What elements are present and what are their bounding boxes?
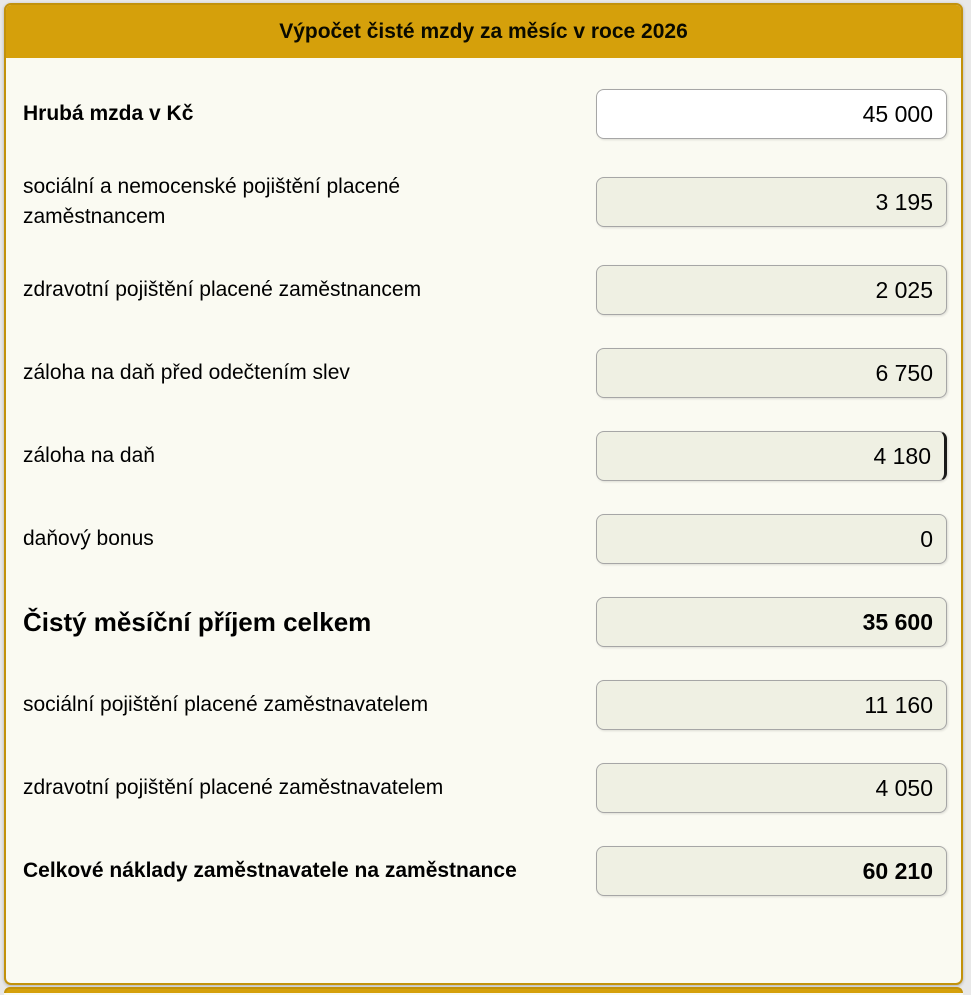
gross-salary-input[interactable] [596, 89, 947, 139]
tax-advance-before-credits-field[interactable] [596, 348, 947, 398]
employer-social-insurance-field[interactable] [596, 680, 947, 730]
calculator-title: Výpočet čisté mzdy za měsíc v roce 2026 [279, 19, 688, 43]
row-employee-health-insurance: zdravotní pojištění placené zaměstnancem [23, 265, 947, 315]
row-gross-salary: Hrubá mzda v Kč [23, 89, 947, 139]
tax-bonus-label: daňový bonus [23, 527, 154, 550]
calculator-rows: Hrubá mzda v Kč sociální a nemocenské po… [6, 58, 961, 896]
row-tax-advance-before-credits: záloha na daň před odečtením slev [23, 348, 947, 398]
net-monthly-income-label: Čistý měsíční příjem celkem [23, 607, 372, 637]
row-total-employer-costs: Celkové náklady zaměstnavatele na zaměst… [23, 846, 947, 896]
employee-social-insurance-label: sociální a nemocenské pojištění placené … [23, 175, 401, 228]
row-employee-social-insurance: sociální a nemocenské pojištění placené … [23, 172, 947, 232]
net-monthly-income-field[interactable] [596, 597, 947, 647]
employer-social-insurance-label: sociální pojištění placené zaměstnavatel… [23, 693, 429, 716]
row-net-monthly-income: Čistý měsíční příjem celkem [23, 597, 947, 647]
row-employer-health-insurance: zdravotní pojištění placené zaměstnavate… [23, 763, 947, 813]
calculator-header: Výpočet čisté mzdy za měsíc v roce 2026 [6, 5, 961, 58]
row-tax-advance: záloha na daň [23, 431, 947, 481]
tax-advance-before-credits-label: záloha na daň před odečtením slev [23, 361, 350, 384]
employer-health-insurance-label: zdravotní pojištění placené zaměstnavate… [23, 776, 444, 799]
row-employer-social-insurance: sociální pojištění placené zaměstnavatel… [23, 680, 947, 730]
net-salary-calculator-card: Výpočet čisté mzdy za měsíc v roce 2026 … [4, 3, 963, 985]
gross-salary-label: Hrubá mzda v Kč [23, 102, 194, 125]
employer-health-insurance-field[interactable] [596, 763, 947, 813]
tax-advance-field[interactable] [596, 431, 947, 481]
bottom-strip [4, 993, 963, 995]
employee-social-insurance-field[interactable] [596, 177, 947, 227]
tax-bonus-field[interactable] [596, 514, 947, 564]
employee-health-insurance-label: zdravotní pojištění placené zaměstnancem [23, 278, 422, 301]
total-employer-costs-label: Celkové náklady zaměstnavatele na zaměst… [23, 859, 517, 882]
row-tax-bonus: daňový bonus [23, 514, 947, 564]
total-employer-costs-field[interactable] [596, 846, 947, 896]
tax-advance-label: záloha na daň [23, 444, 155, 467]
next-section-header-band [4, 987, 963, 993]
employee-health-insurance-field[interactable] [596, 265, 947, 315]
